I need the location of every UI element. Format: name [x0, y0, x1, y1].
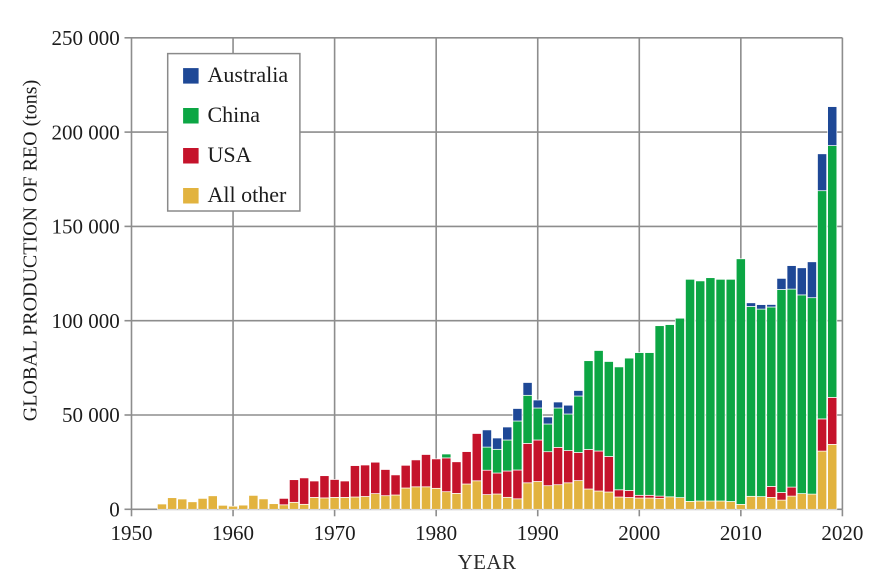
svg-text:1960: 1960: [212, 521, 254, 545]
svg-text:1950: 1950: [111, 521, 153, 545]
svg-text:50 000: 50 000: [62, 403, 120, 427]
svg-text:1990: 1990: [517, 521, 559, 545]
svg-text:2010: 2010: [720, 521, 762, 545]
svg-text:All other: All other: [208, 182, 287, 207]
svg-text:2020: 2020: [821, 521, 863, 545]
svg-text:GLOBAL PRODUCTION OF REO (tons: GLOBAL PRODUCTION OF REO (tons): [20, 80, 42, 421]
svg-text:1980: 1980: [415, 521, 457, 545]
svg-text:China: China: [208, 102, 261, 127]
svg-text:Australia: Australia: [208, 62, 289, 87]
svg-text:1970: 1970: [314, 521, 356, 545]
svg-text:100 000: 100 000: [52, 309, 120, 333]
svg-text:YEAR: YEAR: [458, 550, 517, 574]
svg-text:USA: USA: [208, 142, 252, 167]
svg-text:2000: 2000: [618, 521, 660, 545]
svg-text:150 000: 150 000: [52, 215, 120, 239]
svg-text:200 000: 200 000: [52, 120, 120, 144]
svg-text:250 000: 250 000: [52, 26, 120, 50]
svg-text:0: 0: [109, 498, 120, 522]
